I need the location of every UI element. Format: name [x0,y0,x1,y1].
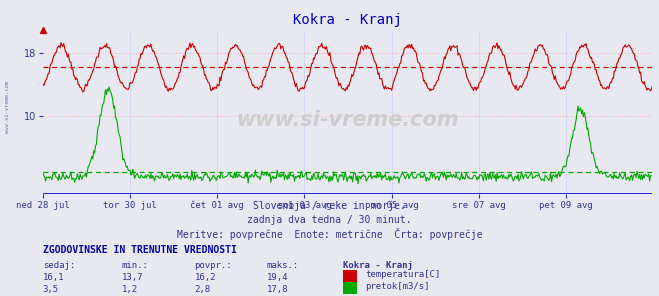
Text: Meritve: povprečne  Enote: metrične  Črta: povprečje: Meritve: povprečne Enote: metrične Črta:… [177,228,482,240]
Text: pretok[m3/s]: pretok[m3/s] [365,282,430,291]
Text: maks.:: maks.: [267,261,299,270]
Text: min.:: min.: [122,261,149,270]
Text: 2,8: 2,8 [194,284,210,294]
Text: 1,2: 1,2 [122,284,138,294]
Text: povpr.:: povpr.: [194,261,232,270]
Text: 19,4: 19,4 [267,273,289,282]
Text: Slovenija / reke in morje.: Slovenija / reke in morje. [253,201,406,211]
Text: zadnja dva tedna / 30 minut.: zadnja dva tedna / 30 minut. [247,215,412,226]
Text: 3,5: 3,5 [43,284,59,294]
Text: www.si-vreme.com: www.si-vreme.com [5,81,11,133]
Text: 16,1: 16,1 [43,273,65,282]
Text: www.si-vreme.com: www.si-vreme.com [237,110,459,130]
Text: ZGODOVINSKE IN TRENUTNE VREDNOSTI: ZGODOVINSKE IN TRENUTNE VREDNOSTI [43,245,237,255]
Title: Kokra - Kranj: Kokra - Kranj [293,13,402,27]
Text: 13,7: 13,7 [122,273,144,282]
Text: 17,8: 17,8 [267,284,289,294]
Text: sedaj:: sedaj: [43,261,75,270]
Text: Kokra - Kranj: Kokra - Kranj [343,261,413,270]
Text: temperatura[C]: temperatura[C] [365,270,440,279]
Text: 16,2: 16,2 [194,273,216,282]
